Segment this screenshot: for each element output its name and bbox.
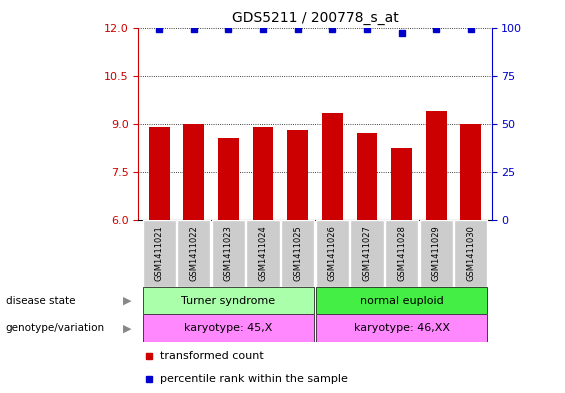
Bar: [212, 220, 245, 287]
Bar: [316, 287, 488, 314]
Bar: [218, 138, 239, 220]
Text: GSM1411025: GSM1411025: [293, 226, 302, 281]
Bar: [391, 148, 412, 220]
Text: disease state: disease state: [6, 296, 75, 306]
Text: karyotype: 45,X: karyotype: 45,X: [184, 323, 273, 333]
Bar: [142, 314, 314, 342]
Text: ▶: ▶: [123, 296, 132, 306]
Bar: [246, 220, 280, 287]
Text: karyotype: 46,XX: karyotype: 46,XX: [354, 323, 450, 333]
Bar: [322, 112, 343, 220]
Bar: [287, 130, 308, 220]
Bar: [426, 111, 446, 220]
Bar: [142, 287, 314, 314]
Text: normal euploid: normal euploid: [360, 296, 444, 306]
Text: transformed count: transformed count: [160, 351, 263, 361]
Bar: [142, 220, 176, 287]
Title: GDS5211 / 200778_s_at: GDS5211 / 200778_s_at: [232, 11, 398, 25]
Bar: [281, 220, 314, 287]
Text: GSM1411030: GSM1411030: [466, 226, 475, 281]
Bar: [149, 127, 170, 220]
Bar: [454, 220, 488, 287]
Text: GSM1411024: GSM1411024: [259, 226, 268, 281]
Text: GSM1411022: GSM1411022: [189, 226, 198, 281]
Text: Turner syndrome: Turner syndrome: [181, 296, 276, 306]
Text: GSM1411028: GSM1411028: [397, 226, 406, 281]
Text: GSM1411029: GSM1411029: [432, 226, 441, 281]
Bar: [460, 124, 481, 220]
Text: GSM1411027: GSM1411027: [362, 226, 371, 281]
Bar: [350, 220, 384, 287]
Text: GSM1411026: GSM1411026: [328, 226, 337, 281]
Bar: [357, 134, 377, 220]
Bar: [253, 127, 273, 220]
Text: genotype/variation: genotype/variation: [6, 323, 105, 333]
Text: GSM1411021: GSM1411021: [155, 226, 164, 281]
Text: ▶: ▶: [123, 323, 132, 333]
Bar: [316, 220, 349, 287]
Bar: [385, 220, 418, 287]
Text: GSM1411023: GSM1411023: [224, 226, 233, 281]
Text: percentile rank within the sample: percentile rank within the sample: [160, 374, 347, 384]
Bar: [184, 124, 204, 220]
Bar: [177, 220, 210, 287]
Bar: [420, 220, 453, 287]
Bar: [316, 314, 488, 342]
